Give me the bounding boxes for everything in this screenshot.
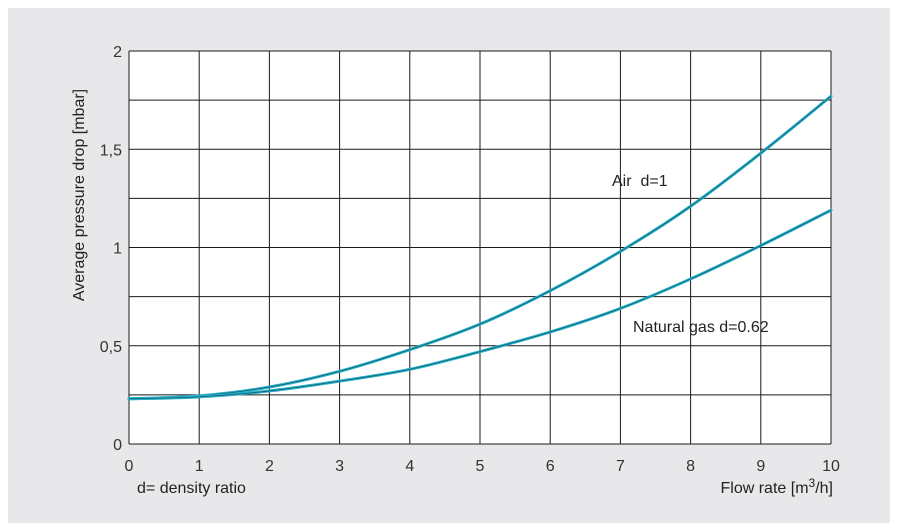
density-ratio-note: d= density ratio (137, 480, 246, 497)
x-tick-label: 1 (195, 458, 204, 475)
x-tick-label: 10 (822, 458, 840, 475)
y-tick-label: 0 (113, 437, 122, 454)
series-label-air: Air d=1 (612, 173, 668, 190)
x-tick-label: 2 (265, 458, 274, 475)
pressure-drop-chart: 0 1 2 3 4 5 6 7 8 9 10 0 0,5 1 1,5 2 Average pressure d… (71, 44, 840, 497)
x-tick-label: 7 (616, 458, 625, 475)
x-tick-label: 5 (476, 458, 485, 475)
x-tick-label: 6 (546, 458, 555, 475)
series-label-natural-gas: Natural gas d=0.62 (633, 319, 769, 336)
grid (128, 50, 832, 445)
x-axis-label: Flow rate [m3/h] (721, 476, 834, 497)
series-line-core-natural-gas (128, 209, 832, 400)
x-tick-label: 8 (686, 458, 695, 475)
y-tick-label: 0,5 (100, 339, 122, 356)
x-tick-label: 0 (125, 458, 134, 475)
series-lines (127, 94, 833, 401)
chart-panel: 0 1 2 3 4 5 6 7 8 9 10 0 0,5 1 1,5 2 Average pressure d… (8, 8, 890, 523)
tick-labels: 0 1 2 3 4 5 6 7 8 9 10 0 0,5 1 1,5 2 (100, 44, 840, 475)
y-tick-label: 1 (113, 241, 122, 258)
y-tick-label: 2 (113, 44, 122, 61)
x-tick-label: 3 (335, 458, 344, 475)
y-axis-label: Average pressure drop [mbar] (71, 89, 88, 301)
x-tick-label: 9 (756, 458, 765, 475)
x-tick-label: 4 (405, 458, 414, 475)
series-line-core-air (128, 95, 832, 400)
y-tick-label: 1,5 (100, 142, 122, 159)
